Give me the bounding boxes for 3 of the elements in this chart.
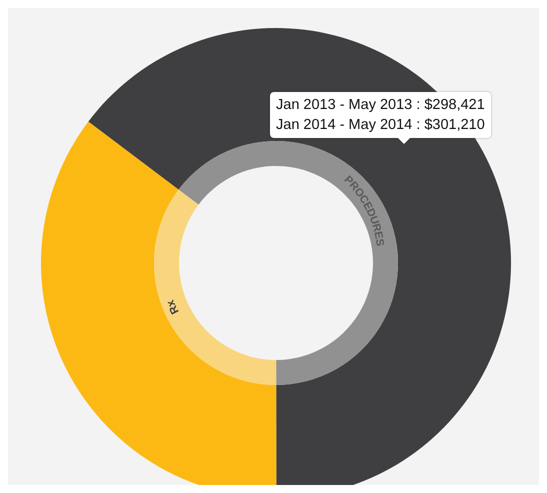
text: Jan 2013 - May 2013 : $298,421 <box>276 96 485 115</box>
slice-label: Rx <box>164 297 182 316</box>
text: Jan 2014 - May 2014 : $301,210 <box>276 116 485 135</box>
